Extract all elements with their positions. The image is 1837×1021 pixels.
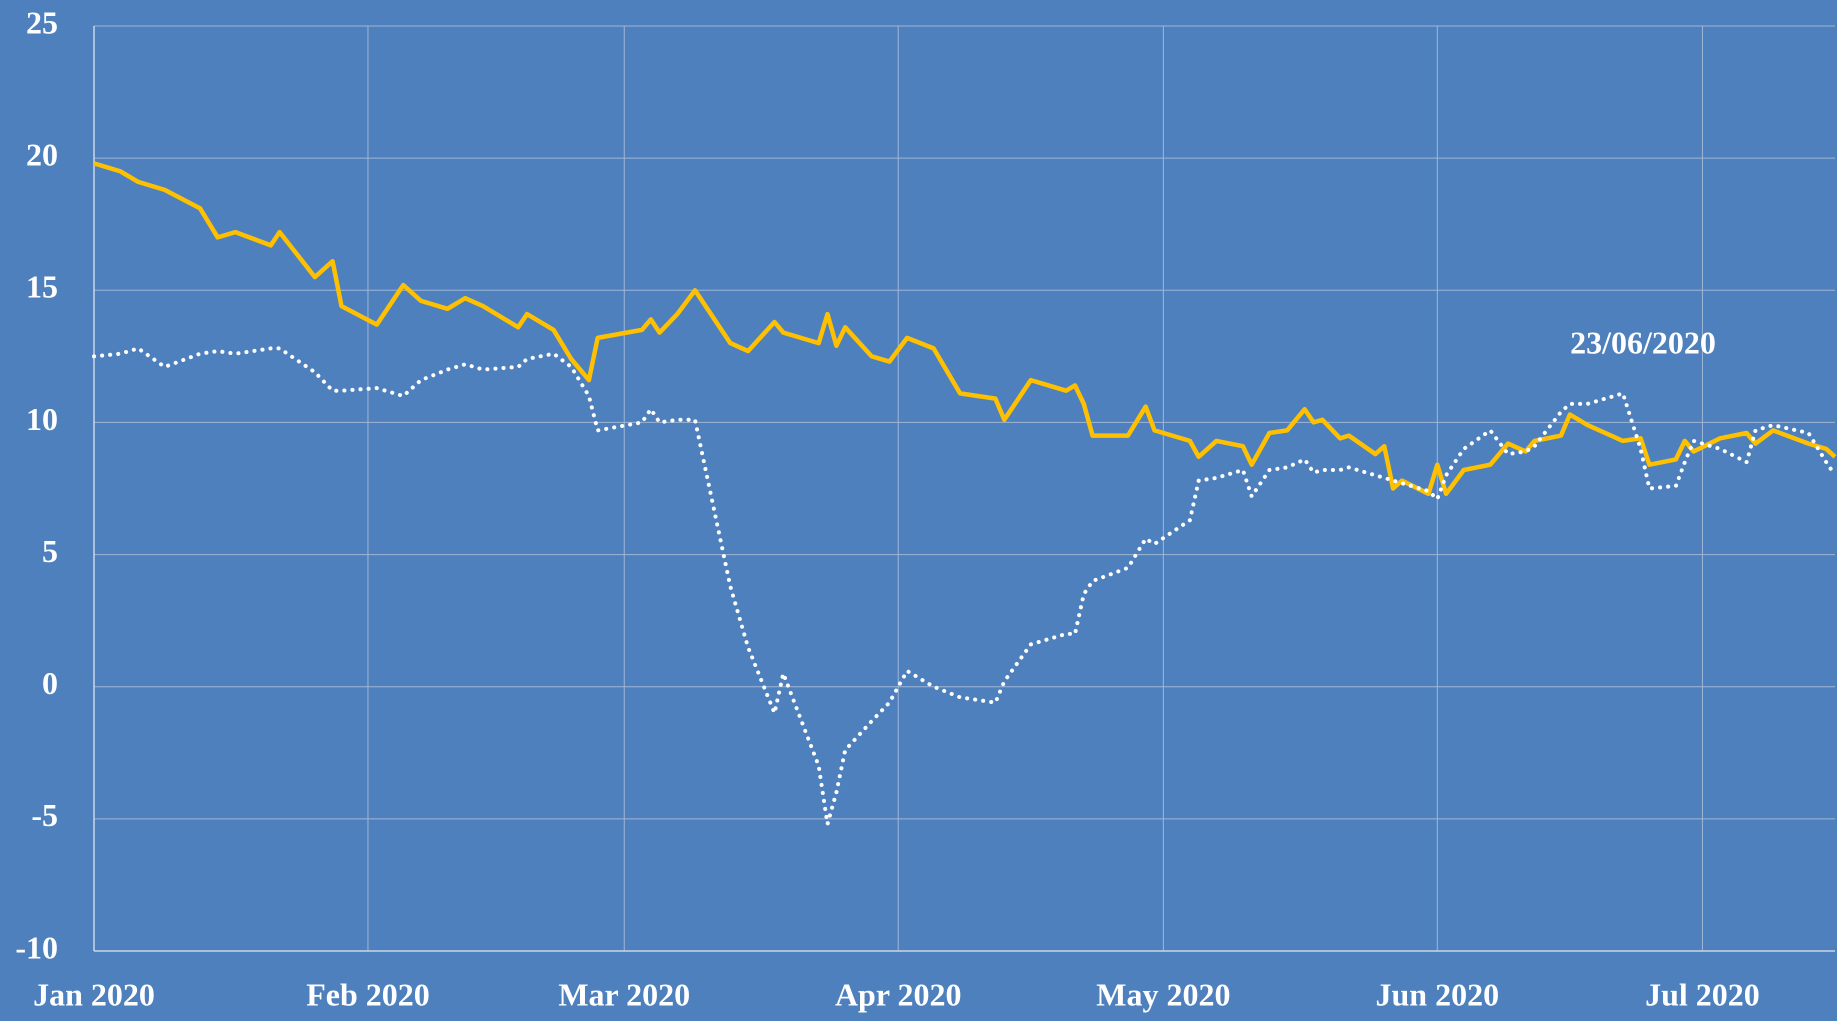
x-tick-label: Jun 2020 (1376, 976, 1500, 1012)
y-tick-label: 20 (26, 136, 58, 172)
y-tick-label: 5 (42, 533, 58, 569)
annotation: 23/06/2020 (1570, 324, 1716, 360)
y-tick-label: 25 (26, 4, 58, 40)
series-line (93, 161, 1837, 497)
x-tick-label: Jul 2020 (1645, 976, 1760, 1012)
y-tick-label: -5 (31, 797, 58, 833)
y-tick-label: 15 (26, 269, 58, 305)
series-line (92, 346, 1837, 827)
x-tick-label: May 2020 (1096, 976, 1230, 1012)
x-tick-label: Apr 2020 (835, 976, 962, 1012)
x-tick-label: Mar 2020 (558, 976, 690, 1012)
x-tick-label: Feb 2020 (306, 976, 430, 1012)
y-tick-label: 0 (42, 665, 58, 701)
y-tick-label: 10 (26, 401, 58, 437)
x-tick-label: Jan 2020 (33, 976, 155, 1012)
y-tick-label: -10 (15, 929, 58, 965)
